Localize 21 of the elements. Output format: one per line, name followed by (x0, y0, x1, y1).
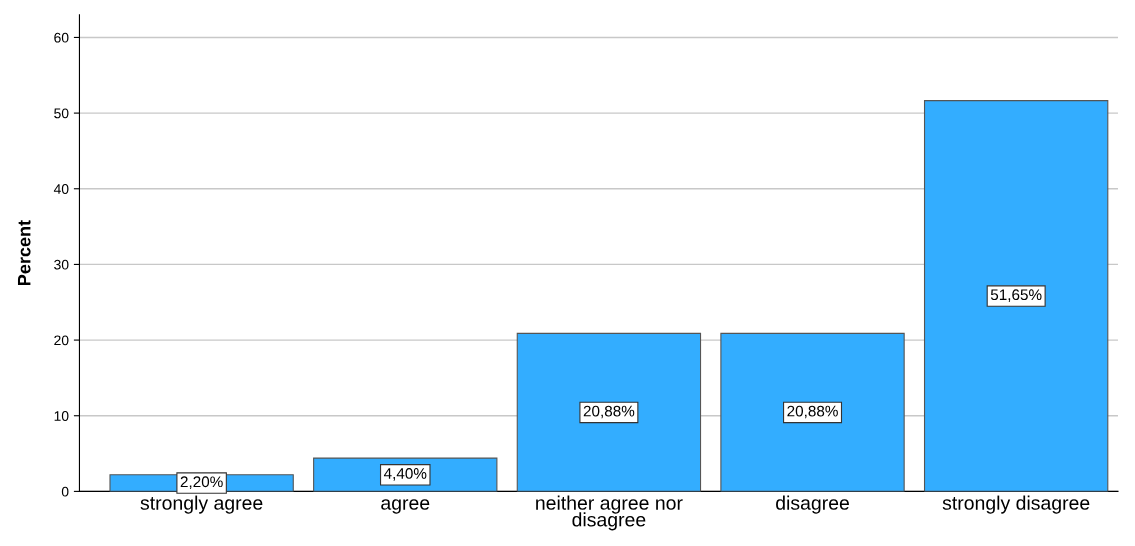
y-axis-title: Percent (17, 220, 31, 285)
data-label: 2,20% (180, 476, 223, 489)
y-tick-label: 0 (61, 486, 69, 497)
bar (923, 100, 1109, 492)
data-label: 51,65% (990, 289, 1042, 302)
x-tick-label: neither agree nor disagree (536, 495, 683, 531)
y-tick-label: 60 (54, 32, 69, 43)
x-tick-label: disagree (776, 495, 849, 514)
y-tick-label: 40 (53, 184, 69, 194)
y-tick-label: 30 (54, 259, 69, 270)
y-tick-label: 20 (54, 335, 69, 346)
y-tick-label: 10 (54, 411, 69, 421)
bar (516, 332, 702, 492)
x-tick-label: strongly agree (140, 495, 263, 514)
data-label: 20,88% (787, 405, 838, 419)
x-tick-label: strongly disagree (942, 495, 1090, 514)
x-tick-label: agree (381, 499, 430, 514)
data-label: 4,40% (383, 468, 427, 481)
y-tick-label: 50 (54, 108, 69, 119)
bar (720, 332, 905, 492)
data-label: 20,88% (583, 405, 635, 419)
